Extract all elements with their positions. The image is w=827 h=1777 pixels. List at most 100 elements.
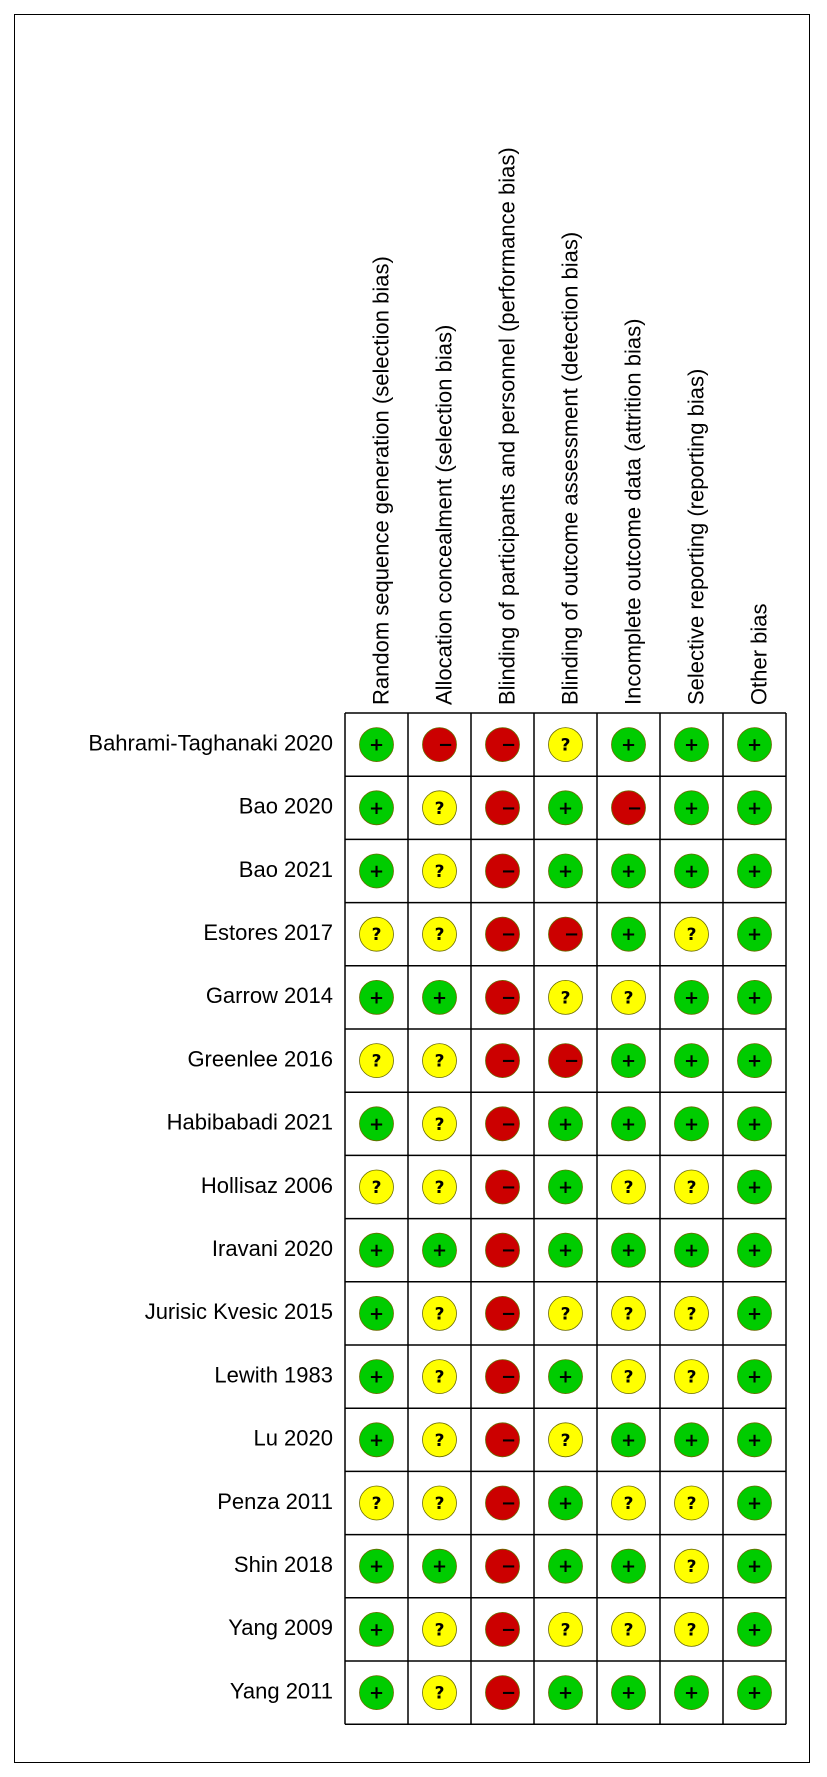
judgement-circle-4-5 xyxy=(674,980,709,1015)
judgement-symbol-5-4: + xyxy=(621,1051,636,1072)
judgement-circle-7-2 xyxy=(485,1169,520,1205)
row-label-13: Shin 2018 xyxy=(234,1552,333,1577)
judgement-cell-13-2: − xyxy=(485,1548,520,1584)
judgement-symbol-1-4: − xyxy=(627,798,642,819)
judgement-cell-13-0: + xyxy=(359,1548,394,1584)
judgement-cell-5-6: + xyxy=(737,1043,772,1078)
judgement-symbol-3-0: ? xyxy=(372,925,382,945)
judgement-symbol-1-0: + xyxy=(369,798,384,819)
judgement-circle-15-0 xyxy=(359,1675,394,1710)
judgement-circle-14-3 xyxy=(548,1612,583,1647)
judgement-cell-13-6: + xyxy=(737,1548,772,1584)
judgement-circle-1-1 xyxy=(422,790,457,826)
judgement-cell-9-6: + xyxy=(737,1296,772,1331)
judgement-cell-3-2: − xyxy=(485,916,520,952)
judgement-circle-10-5 xyxy=(674,1359,709,1394)
judgement-symbol-2-0: + xyxy=(369,861,384,882)
judgement-cell-9-1: ? xyxy=(422,1296,457,1331)
judgement-cell-12-5: ? xyxy=(674,1485,709,1521)
judgement-symbol-10-2: − xyxy=(501,1367,516,1388)
judgement-cell-5-2: − xyxy=(485,1043,520,1078)
judgement-symbol-9-6: + xyxy=(747,1303,762,1324)
judgement-circle-6-3 xyxy=(548,1106,583,1142)
row-label-1: Bao 2020 xyxy=(239,794,333,819)
judgement-symbol-6-4: + xyxy=(621,1114,636,1135)
judgement-symbol-14-4: ? xyxy=(624,1620,634,1640)
judgement-circle-14-5 xyxy=(674,1612,709,1647)
judgement-symbol-10-6: + xyxy=(747,1367,762,1388)
judgement-symbol-0-2: − xyxy=(501,735,516,756)
judgement-circle-15-6 xyxy=(737,1675,772,1710)
judgement-symbol-1-6: + xyxy=(747,798,762,819)
judgement-cell-10-5: ? xyxy=(674,1359,709,1394)
judgement-cell-14-0: + xyxy=(359,1612,394,1647)
judgement-symbol-0-4: + xyxy=(621,735,636,756)
judgement-circle-6-5 xyxy=(674,1106,709,1142)
judgement-circle-9-6 xyxy=(737,1296,772,1331)
judgement-symbol-6-5: + xyxy=(684,1114,699,1135)
judgement-circle-8-5 xyxy=(674,1232,709,1268)
judgement-circle-15-2 xyxy=(485,1675,520,1710)
judgement-symbol-8-3: + xyxy=(558,1240,573,1261)
column-header-1: Allocation concealment (selection bias) xyxy=(431,325,456,705)
judgement-circle-7-4 xyxy=(611,1169,646,1205)
judgement-circle-10-3 xyxy=(548,1359,583,1394)
judgement-symbol-3-4: + xyxy=(621,924,636,945)
judgement-circle-13-4 xyxy=(611,1548,646,1584)
judgement-circle-4-4 xyxy=(611,980,646,1015)
judgement-cell-6-1: ? xyxy=(422,1106,457,1142)
judgement-cell-1-6: + xyxy=(737,790,772,826)
judgement-cell-1-3: + xyxy=(548,790,583,826)
judgement-circle-1-2 xyxy=(485,790,520,826)
judgement-symbol-2-6: + xyxy=(747,861,762,882)
judgement-symbol-14-2: − xyxy=(501,1619,516,1640)
judgement-cell-7-2: − xyxy=(485,1169,520,1205)
judgement-cell-6-6: + xyxy=(737,1106,772,1142)
judgement-symbol-5-0: ? xyxy=(372,1052,382,1072)
judgement-circle-15-3 xyxy=(548,1675,583,1710)
judgement-cell-11-6: + xyxy=(737,1422,772,1458)
judgement-symbol-2-2: − xyxy=(501,861,516,882)
judgement-circle-1-3 xyxy=(548,790,583,826)
judgement-symbol-6-0: + xyxy=(369,1114,384,1135)
judgement-symbol-6-2: − xyxy=(501,1114,516,1135)
judgement-cell-1-1: ? xyxy=(422,790,457,826)
judgement-cell-14-2: − xyxy=(485,1612,520,1647)
judgement-circle-8-6 xyxy=(737,1232,772,1268)
judgement-cell-3-5: ? xyxy=(674,916,709,952)
judgement-symbol-14-1: ? xyxy=(435,1620,445,1640)
judgement-symbol-9-2: − xyxy=(501,1303,516,1324)
judgement-symbol-10-5: ? xyxy=(687,1368,697,1388)
judgement-symbol-2-5: + xyxy=(684,861,699,882)
judgement-circle-7-6 xyxy=(737,1169,772,1205)
judgement-cell-12-6: + xyxy=(737,1485,772,1521)
row-label-2: Bao 2021 xyxy=(239,857,333,882)
judgement-symbol-10-0: + xyxy=(369,1367,384,1388)
judgement-circle-3-0 xyxy=(359,916,394,952)
judgement-circle-2-6 xyxy=(737,853,772,889)
judgement-cell-8-4: + xyxy=(611,1232,646,1268)
judgement-cell-7-3: + xyxy=(548,1169,583,1205)
judgement-circle-11-6 xyxy=(737,1422,772,1458)
judgement-circle-8-2 xyxy=(485,1232,520,1268)
judgement-symbol-5-6: + xyxy=(747,1051,762,1072)
judgement-circle-11-0 xyxy=(359,1422,394,1458)
judgement-symbol-0-6: + xyxy=(747,735,762,756)
judgement-symbol-10-3: + xyxy=(558,1367,573,1388)
judgement-cell-6-2: − xyxy=(485,1106,520,1142)
judgement-circle-14-2 xyxy=(485,1612,520,1647)
judgement-circle-13-3 xyxy=(548,1548,583,1584)
judgement-symbol-6-6: + xyxy=(747,1114,762,1135)
judgement-cell-3-3: − xyxy=(548,916,583,952)
judgement-circle-6-0 xyxy=(359,1106,394,1142)
judgement-circle-14-0 xyxy=(359,1612,394,1647)
judgement-cell-6-4: + xyxy=(611,1106,646,1142)
judgement-symbol-3-1: ? xyxy=(435,925,445,945)
judgement-cell-9-0: + xyxy=(359,1296,394,1331)
judgement-circle-5-5 xyxy=(674,1043,709,1078)
judgement-symbol-8-4: + xyxy=(621,1240,636,1261)
judgement-cell-6-5: + xyxy=(674,1106,709,1142)
judgement-cell-9-2: − xyxy=(485,1296,520,1331)
judgement-cell-11-1: ? xyxy=(422,1422,457,1458)
judgement-symbol-13-1: + xyxy=(432,1556,447,1577)
